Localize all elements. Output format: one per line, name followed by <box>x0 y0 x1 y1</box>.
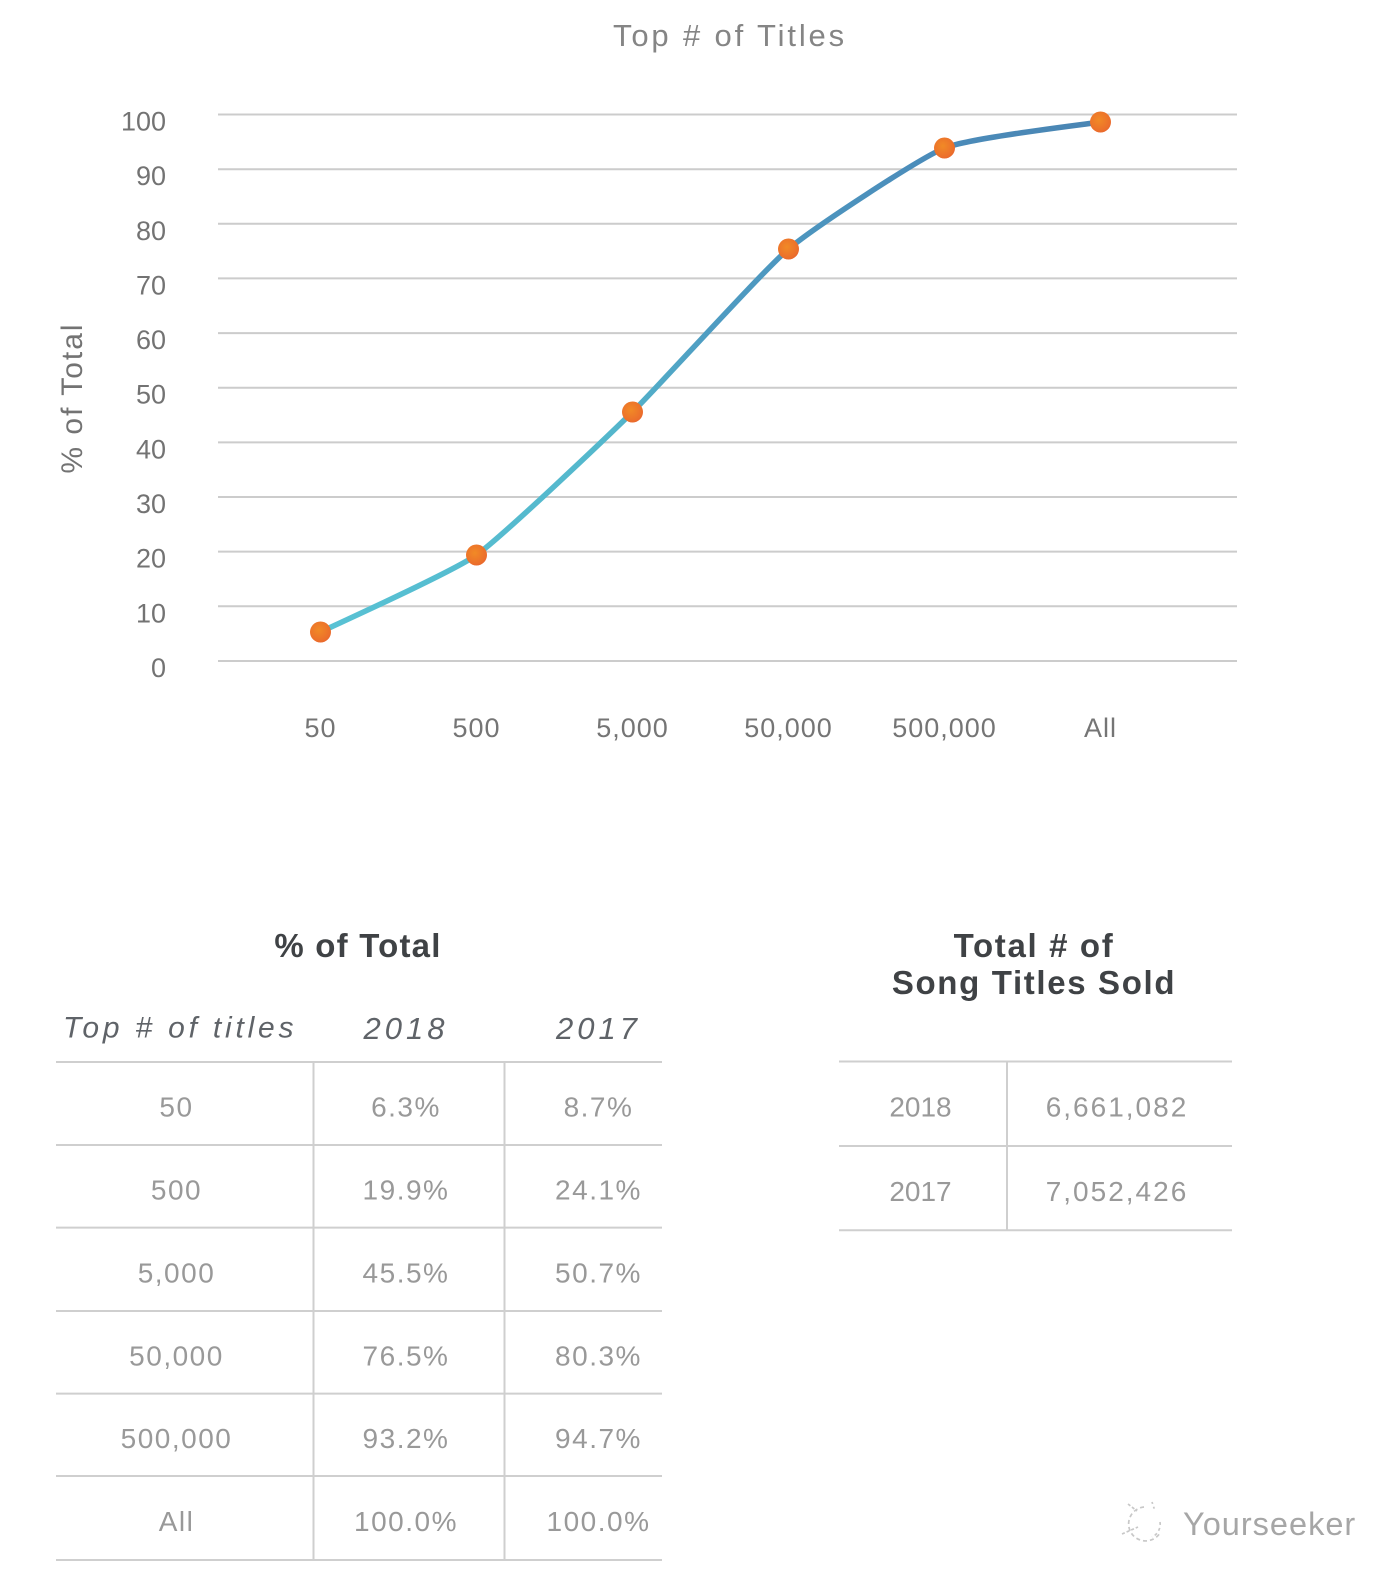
svg-text:90: 90 <box>136 161 166 191</box>
svg-text:Yourseeker: Yourseeker <box>1183 1506 1356 1542</box>
svg-text:Song Titles Sold: Song Titles Sold <box>892 964 1176 1001</box>
svg-text:10: 10 <box>136 598 166 628</box>
svg-text:50.7%: 50.7% <box>555 1257 642 1288</box>
svg-text:100.0%: 100.0% <box>354 1506 458 1537</box>
svg-text:2017: 2017 <box>889 1176 951 1207</box>
svg-text:80: 80 <box>136 216 166 246</box>
svg-text:94.7%: 94.7% <box>555 1423 642 1454</box>
svg-text:20: 20 <box>136 544 166 574</box>
svg-text:24.1%: 24.1% <box>555 1174 642 1205</box>
svg-text:All: All <box>1084 713 1117 743</box>
svg-text:50: 50 <box>159 1092 193 1123</box>
svg-text:19.9%: 19.9% <box>363 1174 450 1205</box>
svg-text:% of Total: % of Total <box>274 927 441 964</box>
svg-text:8.7%: 8.7% <box>564 1092 634 1123</box>
svg-text:6,661,082: 6,661,082 <box>1046 1092 1189 1123</box>
svg-text:% of Total: % of Total <box>56 322 89 473</box>
svg-text:76.5%: 76.5% <box>363 1340 450 1371</box>
svg-text:Total # of: Total # of <box>954 927 1115 964</box>
svg-text:45.5%: 45.5% <box>363 1257 450 1288</box>
svg-text:500: 500 <box>151 1174 202 1205</box>
svg-text:50,000: 50,000 <box>129 1340 224 1371</box>
svg-text:500,000: 500,000 <box>121 1423 233 1454</box>
svg-text:100.0%: 100.0% <box>547 1506 651 1537</box>
svg-text:93.2%: 93.2% <box>363 1423 450 1454</box>
svg-text:2018: 2018 <box>363 1011 449 1046</box>
svg-text:2018: 2018 <box>889 1092 951 1123</box>
svg-text:60: 60 <box>136 325 166 355</box>
svg-text:500: 500 <box>452 713 500 743</box>
svg-text:5,000: 5,000 <box>138 1257 216 1288</box>
svg-text:5,000: 5,000 <box>596 713 669 743</box>
svg-text:40: 40 <box>136 434 166 464</box>
svg-text:7,052,426: 7,052,426 <box>1046 1176 1189 1207</box>
svg-text:50: 50 <box>136 380 166 410</box>
svg-text:30: 30 <box>136 489 166 519</box>
svg-text:Top # of titles: Top # of titles <box>63 1012 297 1045</box>
svg-text:0: 0 <box>151 653 166 683</box>
svg-text:2017: 2017 <box>555 1011 641 1046</box>
svg-text:Top # of Titles: Top # of Titles <box>613 18 847 53</box>
svg-text:6.3%: 6.3% <box>371 1092 441 1123</box>
svg-text:50: 50 <box>304 713 336 743</box>
svg-text:70: 70 <box>136 270 166 300</box>
svg-text:500,000: 500,000 <box>892 713 997 743</box>
svg-text:80.3%: 80.3% <box>555 1340 642 1371</box>
svg-text:50,000: 50,000 <box>744 713 833 743</box>
svg-text:100: 100 <box>121 107 166 137</box>
svg-text:All: All <box>159 1506 195 1537</box>
